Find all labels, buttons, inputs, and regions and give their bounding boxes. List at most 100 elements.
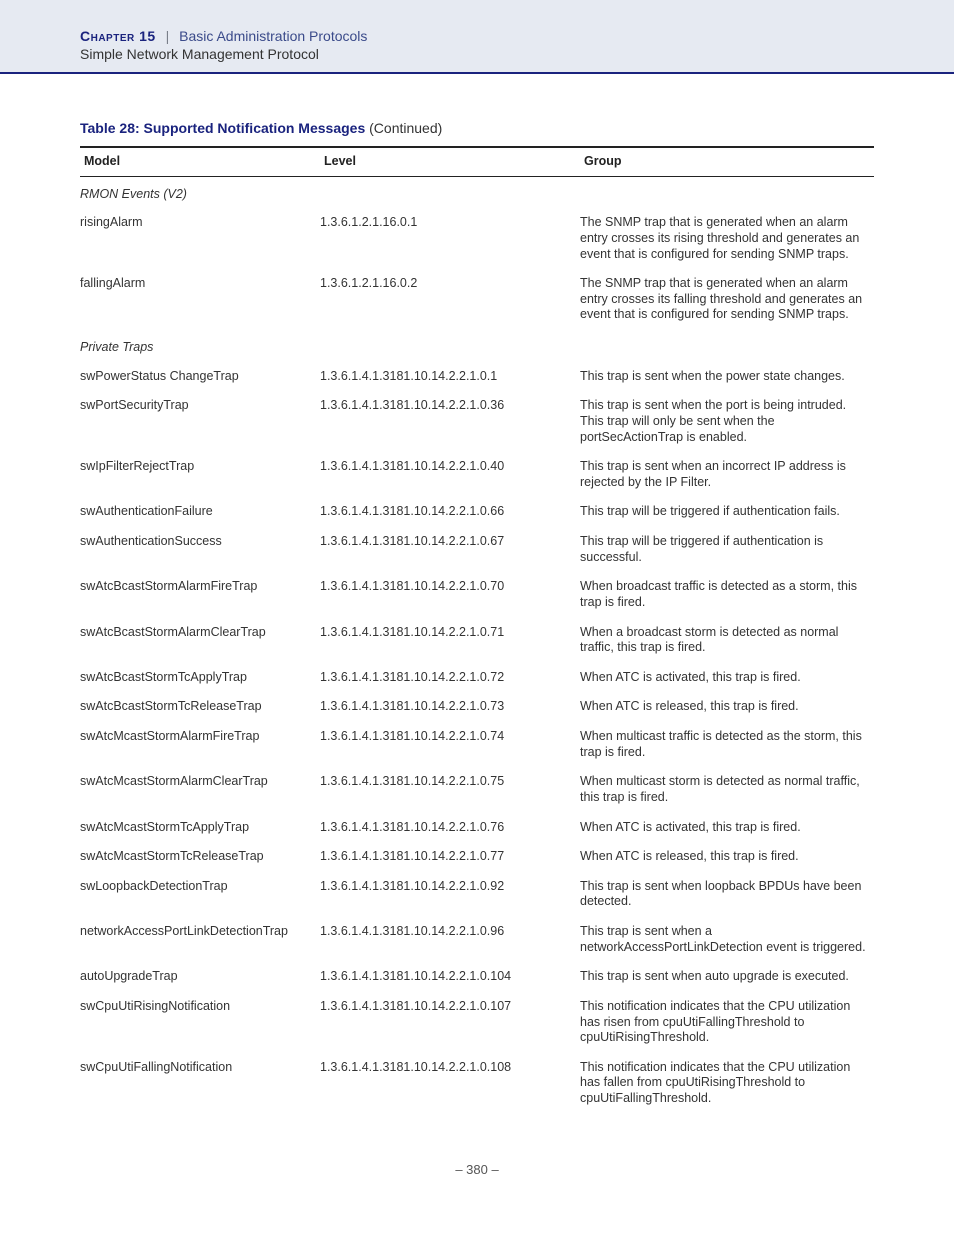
table-caption-title: Table 28: Supported Notification Message…	[80, 120, 365, 136]
chapter-title: Basic Administration Protocols	[179, 28, 367, 44]
cell-level: 1.3.6.1.4.1.3181.10.14.2.2.1.0.67	[320, 527, 580, 572]
cell-group: This trap will be triggered if authentic…	[580, 527, 874, 572]
table-header-row: Model Level Group	[80, 147, 874, 176]
cell-level: 1.3.6.1.2.1.16.0.1	[320, 208, 580, 269]
table-row: swAtcBcastStormAlarmFireTrap1.3.6.1.4.1.…	[80, 572, 874, 617]
col-header-level: Level	[320, 147, 580, 176]
cell-group: This trap is sent when the power state c…	[580, 362, 874, 392]
cell-model: swAuthenticationFailure	[80, 497, 320, 527]
section-label: RMON Events (V2)	[80, 176, 874, 208]
chapter-line: Chapter 15 | Basic Administration Protoc…	[80, 28, 954, 44]
table-row: swPortSecurityTrap1.3.6.1.4.1.3181.10.14…	[80, 391, 874, 452]
cell-model: swIpFilterRejectTrap	[80, 452, 320, 497]
chapter-subtitle: Simple Network Management Protocol	[80, 46, 954, 62]
section-label: Private Traps	[80, 330, 874, 362]
cell-model: swCpuUtiRisingNotification	[80, 992, 320, 1053]
cell-group: When ATC is activated, this trap is fire…	[580, 663, 874, 693]
table-section-row: Private Traps	[80, 330, 874, 362]
table-row: fallingAlarm1.3.6.1.2.1.16.0.2The SNMP t…	[80, 269, 874, 330]
notification-table: Model Level Group RMON Events (V2)rising…	[80, 146, 874, 1114]
cell-group: When ATC is released, this trap is fired…	[580, 842, 874, 872]
page-header: Chapter 15 | Basic Administration Protoc…	[0, 0, 954, 74]
cell-group: This trap will be triggered if authentic…	[580, 497, 874, 527]
cell-group: When a broadcast storm is detected as no…	[580, 618, 874, 663]
table-row: swAtcMcastStormAlarmFireTrap1.3.6.1.4.1.…	[80, 722, 874, 767]
cell-level: 1.3.6.1.4.1.3181.10.14.2.2.1.0.107	[320, 992, 580, 1053]
cell-level: 1.3.6.1.4.1.3181.10.14.2.2.1.0.36	[320, 391, 580, 452]
chapter-separator: |	[160, 28, 176, 44]
cell-model: swPowerStatus ChangeTrap	[80, 362, 320, 392]
cell-model: swAtcBcastStormAlarmClearTrap	[80, 618, 320, 663]
cell-model: swAuthenticationSuccess	[80, 527, 320, 572]
cell-level: 1.3.6.1.4.1.3181.10.14.2.2.1.0.70	[320, 572, 580, 617]
cell-model: swCpuUtiFallingNotification	[80, 1053, 320, 1114]
cell-model: fallingAlarm	[80, 269, 320, 330]
cell-level: 1.3.6.1.4.1.3181.10.14.2.2.1.0.71	[320, 618, 580, 663]
cell-level: 1.3.6.1.4.1.3181.10.14.2.2.1.0.108	[320, 1053, 580, 1114]
cell-level: 1.3.6.1.4.1.3181.10.14.2.2.1.0.74	[320, 722, 580, 767]
cell-level: 1.3.6.1.4.1.3181.10.14.2.2.1.0.104	[320, 962, 580, 992]
cell-model: networkAccessPortLinkDetectionTrap	[80, 917, 320, 962]
cell-model: swPortSecurityTrap	[80, 391, 320, 452]
cell-group: This trap is sent when the port is being…	[580, 391, 874, 452]
cell-level: 1.3.6.1.4.1.3181.10.14.2.2.1.0.96	[320, 917, 580, 962]
table-row: swPowerStatus ChangeTrap1.3.6.1.4.1.3181…	[80, 362, 874, 392]
cell-level: 1.3.6.1.4.1.3181.10.14.2.2.1.0.77	[320, 842, 580, 872]
cell-group: When broadcast traffic is detected as a …	[580, 572, 874, 617]
cell-model: autoUpgradeTrap	[80, 962, 320, 992]
table-row: swAtcMcastStormTcReleaseTrap1.3.6.1.4.1.…	[80, 842, 874, 872]
cell-group: When multicast storm is detected as norm…	[580, 767, 874, 812]
cell-model: swAtcMcastStormTcReleaseTrap	[80, 842, 320, 872]
cell-model: risingAlarm	[80, 208, 320, 269]
cell-level: 1.3.6.1.4.1.3181.10.14.2.2.1.0.66	[320, 497, 580, 527]
page-footer: – 380 –	[80, 1162, 874, 1207]
cell-level: 1.3.6.1.4.1.3181.10.14.2.2.1.0.1	[320, 362, 580, 392]
cell-group: When ATC is activated, this trap is fire…	[580, 813, 874, 843]
cell-group: The SNMP trap that is generated when an …	[580, 208, 874, 269]
cell-group: This notification indicates that the CPU…	[580, 1053, 874, 1114]
table-row: swAtcMcastStormAlarmClearTrap1.3.6.1.4.1…	[80, 767, 874, 812]
cell-model: swAtcMcastStormAlarmFireTrap	[80, 722, 320, 767]
table-row: swAuthenticationSuccess1.3.6.1.4.1.3181.…	[80, 527, 874, 572]
table-row: networkAccessPortLinkDetectionTrap1.3.6.…	[80, 917, 874, 962]
cell-model: swAtcBcastStormTcApplyTrap	[80, 663, 320, 693]
cell-model: swAtcBcastStormTcReleaseTrap	[80, 692, 320, 722]
table-row: autoUpgradeTrap1.3.6.1.4.1.3181.10.14.2.…	[80, 962, 874, 992]
table-row: swAtcBcastStormTcReleaseTrap1.3.6.1.4.1.…	[80, 692, 874, 722]
cell-model: swLoopbackDetectionTrap	[80, 872, 320, 917]
cell-level: 1.3.6.1.4.1.3181.10.14.2.2.1.0.92	[320, 872, 580, 917]
cell-level: 1.3.6.1.4.1.3181.10.14.2.2.1.0.72	[320, 663, 580, 693]
table-row: swLoopbackDetectionTrap1.3.6.1.4.1.3181.…	[80, 872, 874, 917]
cell-model: swAtcMcastStormAlarmClearTrap	[80, 767, 320, 812]
cell-group: This trap is sent when a networkAccessPo…	[580, 917, 874, 962]
cell-level: 1.3.6.1.4.1.3181.10.14.2.2.1.0.76	[320, 813, 580, 843]
page-content: Table 28: Supported Notification Message…	[0, 74, 954, 1207]
cell-group: This trap is sent when auto upgrade is e…	[580, 962, 874, 992]
cell-level: 1.3.6.1.4.1.3181.10.14.2.2.1.0.40	[320, 452, 580, 497]
table-row: swCpuUtiFallingNotification1.3.6.1.4.1.3…	[80, 1053, 874, 1114]
table-row: risingAlarm1.3.6.1.2.1.16.0.1The SNMP tr…	[80, 208, 874, 269]
table-row: swAtcBcastStormTcApplyTrap1.3.6.1.4.1.31…	[80, 663, 874, 693]
cell-group: This trap is sent when an incorrect IP a…	[580, 452, 874, 497]
table-caption-continued: (Continued)	[365, 120, 442, 136]
cell-group: This notification indicates that the CPU…	[580, 992, 874, 1053]
col-header-model: Model	[80, 147, 320, 176]
cell-level: 1.3.6.1.4.1.3181.10.14.2.2.1.0.75	[320, 767, 580, 812]
table-caption: Table 28: Supported Notification Message…	[80, 120, 874, 136]
table-row: swIpFilterRejectTrap1.3.6.1.4.1.3181.10.…	[80, 452, 874, 497]
table-row: swAtcBcastStormAlarmClearTrap1.3.6.1.4.1…	[80, 618, 874, 663]
chapter-label: Chapter 15	[80, 28, 156, 44]
cell-group: When multicast traffic is detected as th…	[580, 722, 874, 767]
table-row: swAtcMcastStormTcApplyTrap1.3.6.1.4.1.31…	[80, 813, 874, 843]
table-section-row: RMON Events (V2)	[80, 176, 874, 208]
cell-model: swAtcMcastStormTcApplyTrap	[80, 813, 320, 843]
cell-group: The SNMP trap that is generated when an …	[580, 269, 874, 330]
cell-model: swAtcBcastStormAlarmFireTrap	[80, 572, 320, 617]
table-row: swCpuUtiRisingNotification1.3.6.1.4.1.31…	[80, 992, 874, 1053]
col-header-group: Group	[580, 147, 874, 176]
cell-level: 1.3.6.1.2.1.16.0.2	[320, 269, 580, 330]
cell-level: 1.3.6.1.4.1.3181.10.14.2.2.1.0.73	[320, 692, 580, 722]
table-row: swAuthenticationFailure1.3.6.1.4.1.3181.…	[80, 497, 874, 527]
cell-group: When ATC is released, this trap is fired…	[580, 692, 874, 722]
cell-group: This trap is sent when loopback BPDUs ha…	[580, 872, 874, 917]
